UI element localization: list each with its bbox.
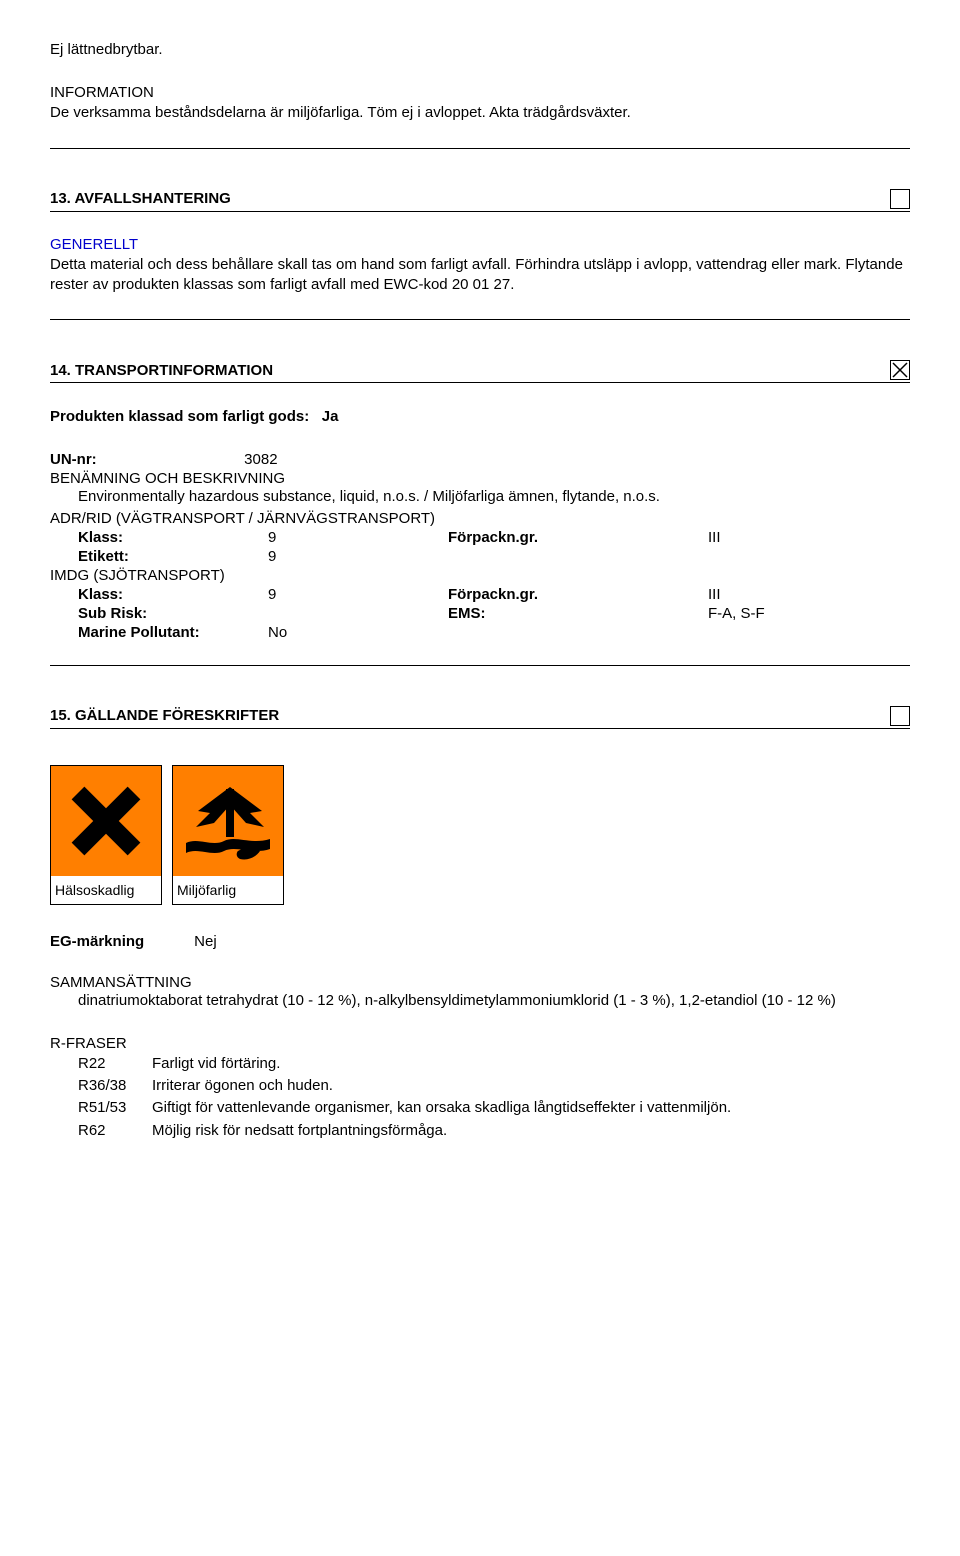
adr-forpack-value: III [708, 529, 828, 546]
rphrase-text: Möjlig risk för nedsatt fortplantningsfö… [152, 1121, 910, 1141]
classed-value: Ja [322, 408, 339, 425]
rphrase-text: Giftigt för vattenlevande organismer, ka… [152, 1098, 910, 1118]
classed-label: Produkten klassad som farligt gods: [50, 408, 309, 425]
checkbox-empty-icon [890, 189, 910, 209]
section-15-title: 15. GÄLLANDE FÖRESKRIFTER [50, 707, 279, 724]
imdg-forpack-value: III [708, 586, 828, 603]
imdg-marine-row: Marine Pollutant: No [78, 624, 910, 641]
imdg-ems-value: F-A, S-F [708, 605, 828, 622]
imdg-klass-row: Klass: 9 Förpackn.gr. III [78, 586, 910, 603]
adr-etikett-label: Etikett: [78, 548, 268, 565]
un-row: UN-nr: 3082 [50, 451, 910, 468]
info-label: INFORMATION [50, 84, 910, 101]
section-13-header: 13. AVFALLSHANTERING [50, 189, 910, 212]
intro-line: Ej lättnedbrytbar. [50, 40, 910, 60]
imdg-klass-label: Klass: [78, 586, 268, 603]
imdg-sub-row: Sub Risk: EMS: F-A, S-F [78, 605, 910, 622]
hazard-environment-caption: Miljöfarlig [173, 876, 283, 904]
generellt-text: Detta material och dess behållare skall … [50, 255, 910, 296]
section-14-header: 14. TRANSPORTINFORMATION [50, 360, 910, 383]
rfraser-label: R-FRASER [50, 1035, 910, 1052]
adr-etikett-row: Etikett: 9 [78, 548, 910, 565]
rphrase-row: R36/38Irriterar ögonen och huden. [78, 1076, 910, 1096]
rphrase-code: R22 [78, 1054, 152, 1074]
rphrase-row: R62Möjlig risk för nedsatt fortplantning… [78, 1121, 910, 1141]
benamning-text: Environmentally hazardous substance, liq… [78, 487, 910, 507]
checkbox-empty-icon [890, 706, 910, 726]
section-15-header: 15. GÄLLANDE FÖRESKRIFTER [50, 706, 910, 729]
info-text: De verksamma beståndsdelarna är miljöfar… [50, 103, 910, 123]
section-14-title: 14. TRANSPORTINFORMATION [50, 362, 273, 379]
adr-klass-row: Klass: 9 Förpackn.gr. III [78, 529, 910, 546]
hazard-harmful: Hälsoskadlig [50, 765, 162, 905]
rphrase-code: R62 [78, 1121, 152, 1141]
samman-label: SAMMANSÄTTNING [50, 974, 910, 991]
checkbox-cross-icon [890, 360, 910, 380]
adr-klass-label: Klass: [78, 529, 268, 546]
adr-etikett-value: 9 [268, 548, 448, 565]
imdg-sub-value [268, 605, 448, 622]
imdg-marine-label: Marine Pollutant: [78, 624, 268, 641]
rphrase-code: R36/38 [78, 1076, 152, 1096]
rphrase-text: Farligt vid förtäring. [152, 1054, 910, 1074]
un-label: UN-nr: [50, 451, 240, 468]
adr-klass-value: 9 [268, 529, 448, 546]
section-13-title: 13. AVFALLSHANTERING [50, 190, 231, 207]
hazard-row: Hälsoskadlig Miljöfarlig [50, 765, 910, 905]
imdg-forpack-label: Förpackn.gr. [448, 586, 708, 603]
eg-value: Nej [194, 933, 217, 950]
imdg-sub-label: Sub Risk: [78, 605, 268, 622]
imdg-klass-value: 9 [268, 586, 448, 603]
benamning-label: BENÄMNING OCH BESKRIVNING [50, 470, 910, 487]
un-value: 3082 [244, 451, 277, 468]
hazard-harmful-caption: Hälsoskadlig [51, 876, 161, 904]
adr-label: ADR/RID (VÄGTRANSPORT / JÄRNVÄGSTRANSPOR… [50, 510, 910, 527]
generellt-label: GENERELLT [50, 236, 910, 253]
rphrase-code: R51/53 [78, 1098, 152, 1118]
imdg-ems-label: EMS: [448, 605, 708, 622]
eg-row: EG-märkning Nej [50, 933, 910, 950]
harmful-icon [51, 766, 161, 876]
imdg-label: IMDG (SJÖTRANSPORT) [50, 567, 910, 584]
rphrase-row: R51/53Giftigt för vattenlevande organism… [78, 1098, 910, 1118]
classed-row: Produkten klassad som farligt gods: Ja [50, 407, 910, 427]
eg-label: EG-märkning [50, 933, 190, 950]
rphrase-text: Irriterar ögonen och huden. [152, 1076, 910, 1096]
environment-icon [173, 766, 283, 876]
rphrases-list: R22Farligt vid förtäring.R36/38Irriterar… [50, 1054, 910, 1141]
imdg-marine-value: No [268, 624, 448, 641]
adr-forpack-label: Förpackn.gr. [448, 529, 708, 546]
samman-text: dinatriumoktaborat tetrahydrat (10 - 12 … [78, 991, 910, 1011]
hazard-environment: Miljöfarlig [172, 765, 284, 905]
rphrase-row: R22Farligt vid förtäring. [78, 1054, 910, 1074]
